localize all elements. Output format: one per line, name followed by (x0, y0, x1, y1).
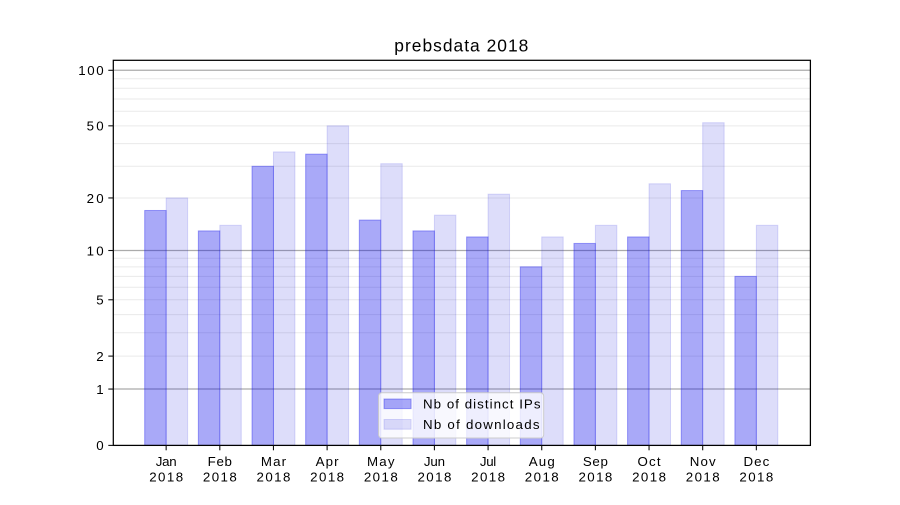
svg-text:2018: 2018 (257, 469, 291, 484)
svg-text:2018: 2018 (632, 469, 666, 484)
svg-text:Nb of downloads: Nb of downloads (423, 417, 540, 432)
svg-text:Mar: Mar (261, 454, 287, 469)
svg-text:2018: 2018 (417, 469, 451, 484)
svg-text:Jul: Jul (480, 454, 496, 469)
svg-text:2018: 2018 (203, 469, 237, 484)
svg-text:2018: 2018 (471, 469, 505, 484)
svg-text:5: 5 (96, 293, 103, 308)
svg-text:2018: 2018 (686, 469, 720, 484)
svg-text:Oct: Oct (638, 454, 661, 469)
svg-text:2018: 2018 (310, 469, 344, 484)
svg-text:1: 1 (96, 382, 103, 397)
svg-text:2: 2 (96, 349, 103, 364)
svg-text:2018: 2018 (149, 469, 183, 484)
svg-text:2018: 2018 (739, 469, 773, 484)
svg-text:Apr: Apr (316, 454, 340, 469)
svg-text:Dec: Dec (743, 454, 769, 469)
svg-text:Jun: Jun (424, 454, 445, 469)
svg-text:Nb of distinct IPs: Nb of distinct IPs (423, 397, 541, 412)
svg-text:prebsdata 2018: prebsdata 2018 (394, 36, 528, 56)
svg-text:100: 100 (78, 63, 103, 78)
svg-text:2018: 2018 (578, 469, 612, 484)
svg-text:Feb: Feb (208, 454, 232, 469)
svg-text:0: 0 (96, 438, 103, 453)
svg-text:Aug: Aug (529, 454, 555, 469)
svg-text:May: May (367, 454, 395, 469)
svg-text:Sep: Sep (583, 454, 608, 469)
svg-text:Jan: Jan (156, 454, 177, 469)
svg-text:2018: 2018 (525, 469, 559, 484)
svg-text:2018: 2018 (364, 469, 398, 484)
svg-text:Nov: Nov (690, 454, 716, 469)
